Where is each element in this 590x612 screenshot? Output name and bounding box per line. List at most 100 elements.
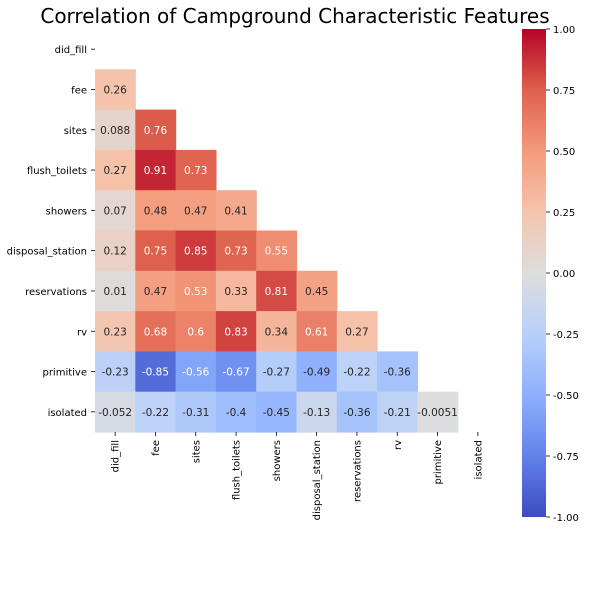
cell-value-label: 0.27: [345, 326, 368, 338]
colorbar-tick-label: 1.00: [553, 25, 575, 36]
heatmap-cell: [95, 69, 136, 111]
y-tick-label: sites: [64, 126, 87, 137]
heatmap-cell: [256, 351, 298, 393]
cell-annotations: 0.26 0.088 0.76 0.27 0.91 0.73 0.07 0.48 0.47 0.4…: [98, 84, 458, 418]
cell-value-label: -0.36: [384, 367, 411, 379]
cell-value-label: -0.23: [102, 367, 129, 379]
colorbar-tick-label: -0.50: [553, 391, 579, 402]
cell-value-label: 0.45: [305, 286, 328, 298]
cell-value-label: 0.91: [144, 165, 167, 177]
heatmap-cell: [135, 351, 177, 393]
cell-value-label: -0.21: [384, 407, 411, 419]
heatmap-cell: [215, 190, 257, 232]
x-tick-label: did_fill: [111, 440, 122, 472]
cell-value-label: 0.73: [224, 246, 247, 258]
cell-value-label: 0.41: [224, 205, 247, 217]
heatmap-cell: [95, 109, 136, 151]
heatmap-cell: [256, 311, 298, 352]
cell-value-label: 0.75: [144, 246, 167, 258]
cell-value-label: 0.61: [305, 326, 328, 338]
chart-title: Correlation of Campground Characteristic…: [40, 4, 550, 28]
heatmap-cell: [135, 391, 177, 433]
cell-value-label: 0.34: [265, 326, 289, 338]
y-tick-label: isolated: [48, 408, 87, 419]
cell-value-label: -0.22: [142, 407, 169, 419]
heatmap-cell: [175, 149, 217, 191]
cell-value-label: -0.56: [182, 367, 209, 379]
heatmap-cell: [336, 391, 378, 433]
x-tick-label: primitive: [433, 440, 444, 485]
heatmap-cell: [377, 351, 418, 393]
y-tick-label: primitive: [42, 368, 87, 379]
heatmap-cell: [95, 311, 136, 352]
heatmap-cell: [417, 391, 459, 433]
heatmap-cell: [95, 190, 136, 232]
heatmap-cell: [175, 190, 217, 232]
x-tick-label: isolated: [473, 440, 484, 479]
heatmap-cell: [135, 230, 177, 272]
x-tick-label: rv: [393, 440, 404, 450]
heatmap-cell: [256, 270, 298, 312]
heatmap-cell: [256, 391, 298, 433]
heatmap-cell: [296, 391, 338, 433]
heatmap-cell: [377, 391, 418, 433]
cell-value-label: 0.83: [224, 326, 247, 338]
heatmap-cell: [336, 351, 378, 393]
y-tick-label: rv: [77, 327, 87, 338]
x-tick-label: reservations: [352, 440, 363, 502]
cell-value-label: -0.0051: [417, 407, 458, 419]
cell-value-label: 0.81: [265, 286, 288, 298]
colorbar: -1.00 -0.75 -0.50 -0.25 0.00 0.25 0.50 0.75 1.00: [522, 25, 579, 524]
y-tick-label: fee: [71, 85, 87, 96]
heatmap-cell: [95, 230, 136, 272]
cell-value-label: -0.13: [303, 407, 330, 419]
cell-value-label: 0.68: [144, 326, 167, 338]
heatmap-cell: [175, 351, 217, 393]
y-tick-label: disposal_station: [7, 247, 87, 258]
heatmap-cell: [215, 351, 257, 393]
cell-value-label: 0.76: [144, 125, 168, 137]
cell-value-label: 0.07: [103, 205, 126, 217]
x-tick-label: showers: [272, 440, 283, 481]
cell-value-label: 0.27: [103, 165, 126, 177]
heatmap-cell: [95, 391, 136, 433]
cell-value-label: 0.01: [103, 286, 126, 298]
heatmap-cell: [215, 391, 257, 433]
heatmap-cell: [336, 311, 378, 352]
heatmap-cell: [175, 391, 217, 433]
heatmap-cell: [135, 190, 177, 232]
y-tick-label: did_fill: [55, 45, 87, 56]
cell-value-label: 0.85: [184, 246, 207, 258]
colorbar-tick-label: -1.00: [553, 513, 579, 524]
cell-value-label: 0.47: [184, 205, 207, 217]
cell-value-label: -0.85: [142, 367, 169, 379]
cell-value-label: 0.23: [103, 326, 126, 338]
cell-value-label: 0.48: [144, 205, 167, 217]
heatmap-cell: [215, 311, 257, 352]
x-tick-label: sites: [191, 440, 202, 463]
cell-value-label: 0.55: [265, 246, 288, 258]
heatmap-cell: [135, 311, 177, 352]
heatmap-cell: [175, 230, 217, 272]
heatmap-cell: [95, 351, 136, 393]
cell-value-label: 0.53: [184, 286, 207, 298]
heatmap-cell: [95, 270, 136, 312]
heatmap-cell: [215, 230, 257, 272]
heatmap-cell: [256, 230, 298, 272]
colorbar-tick-label: -0.25: [553, 330, 579, 341]
cell-value-label: -0.27: [263, 367, 290, 379]
cell-value-label: 0.088: [100, 125, 130, 137]
y-tick-label: flush_toilets: [27, 166, 87, 177]
cell-value-label: -0.4: [226, 407, 247, 419]
x-tick-label: fee: [151, 440, 162, 456]
colorbar-tick-label: 0.75: [553, 86, 575, 97]
cell-value-label: -0.31: [182, 407, 209, 419]
cell-value-label: 0.12: [103, 246, 126, 258]
cell-value-label: -0.49: [303, 367, 330, 379]
cell-value-label: 0.47: [144, 286, 167, 298]
y-tick-label: showers: [46, 206, 87, 217]
x-tick-label: disposal_station: [312, 440, 323, 520]
heatmap-cell: [175, 311, 217, 352]
